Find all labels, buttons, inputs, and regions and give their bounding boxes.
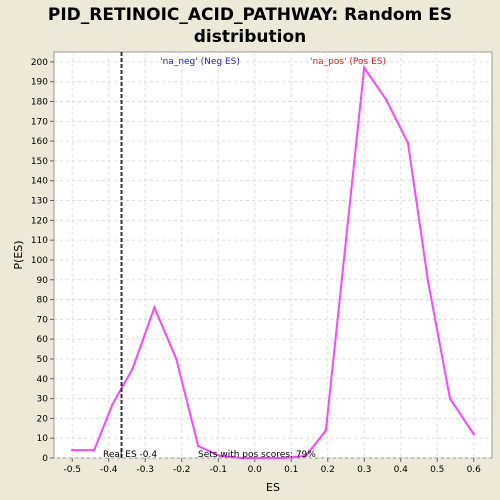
y-tick-label: 40	[37, 375, 49, 385]
series-point	[196, 444, 200, 448]
series-point	[472, 433, 475, 436]
series-point	[426, 280, 430, 283]
y-tick-label: 10	[37, 434, 49, 444]
y-tick-label: 90	[37, 276, 49, 286]
y-tick-label: 200	[31, 58, 48, 68]
y-tick-label: 140	[31, 177, 48, 187]
series-point	[131, 367, 134, 371]
y-tick-label: 100	[31, 256, 48, 266]
series-point	[384, 98, 388, 101]
neg-es-label: 'na_neg' (Neg ES)	[160, 57, 240, 67]
series-point	[304, 454, 308, 458]
y-tick-label: 170	[31, 117, 48, 127]
x-tick-label: -0.2	[173, 465, 191, 475]
series-point	[175, 357, 178, 361]
y-tick-label: 150	[31, 157, 48, 167]
y-tick-label: 110	[31, 236, 48, 246]
y-tick-label: 0	[42, 454, 48, 464]
x-tick-label: 0.3	[357, 465, 371, 475]
x-tick-label: -0.4	[100, 465, 118, 475]
x-tick-label: 0.6	[467, 465, 482, 475]
y-tick-label: 180	[31, 98, 48, 108]
y-axis-label: P(ES)	[12, 240, 25, 269]
series-point	[218, 454, 222, 458]
y-tick-label: 60	[37, 335, 49, 345]
series-point	[363, 66, 366, 70]
y-tick-label: 160	[31, 137, 48, 147]
chart-title-line2: distribution	[194, 27, 306, 47]
pos-es-label: 'na_pos' (Pos ES)	[310, 57, 386, 67]
x-tick-label: 0.0	[248, 465, 263, 475]
series-point	[240, 456, 244, 460]
y-tick-label: 70	[37, 315, 49, 325]
plot-area	[53, 51, 493, 459]
series-point	[71, 448, 74, 452]
chart-title-line1: PID_RETINOIC_ACID_PATHWAY: Random ES	[48, 5, 452, 25]
pos-scores-label: Sets with pos scores: 79%	[198, 450, 316, 460]
real-es-label: Real ES -0.4	[103, 450, 157, 460]
axes: 0 10 20 30 40 50 60 70 80 90 100 110 120 130 140 150 160…	[31, 58, 481, 475]
series-point	[153, 306, 156, 309]
series-point	[92, 448, 96, 452]
y-tick-label: 190	[31, 78, 48, 88]
y-tick-label: 130	[31, 197, 48, 207]
series-point	[406, 141, 410, 145]
x-tick-label: 0.5	[430, 465, 444, 475]
x-tick-label: 0.4	[394, 465, 409, 475]
series-point	[260, 456, 264, 460]
series-point	[282, 456, 286, 460]
y-tick-label: 120	[31, 216, 48, 226]
y-tick-label: 80	[37, 296, 49, 306]
x-axis-label: ES	[266, 481, 280, 494]
x-tick-label: 0.2	[321, 465, 335, 475]
x-tick-label: -0.5	[63, 465, 81, 475]
series-point	[111, 403, 114, 406]
x-tick-label: 0.1	[284, 465, 298, 475]
x-tick-label: -0.1	[209, 465, 227, 475]
grid	[54, 52, 492, 459]
y-tick-label: 50	[37, 355, 49, 365]
series-point	[448, 397, 452, 400]
series-point	[324, 429, 328, 432]
x-tick-label: -0.3	[136, 465, 154, 475]
series-layer	[71, 65, 475, 460]
y-tick-label: 30	[37, 395, 49, 405]
y-tick-label: 20	[37, 414, 49, 424]
